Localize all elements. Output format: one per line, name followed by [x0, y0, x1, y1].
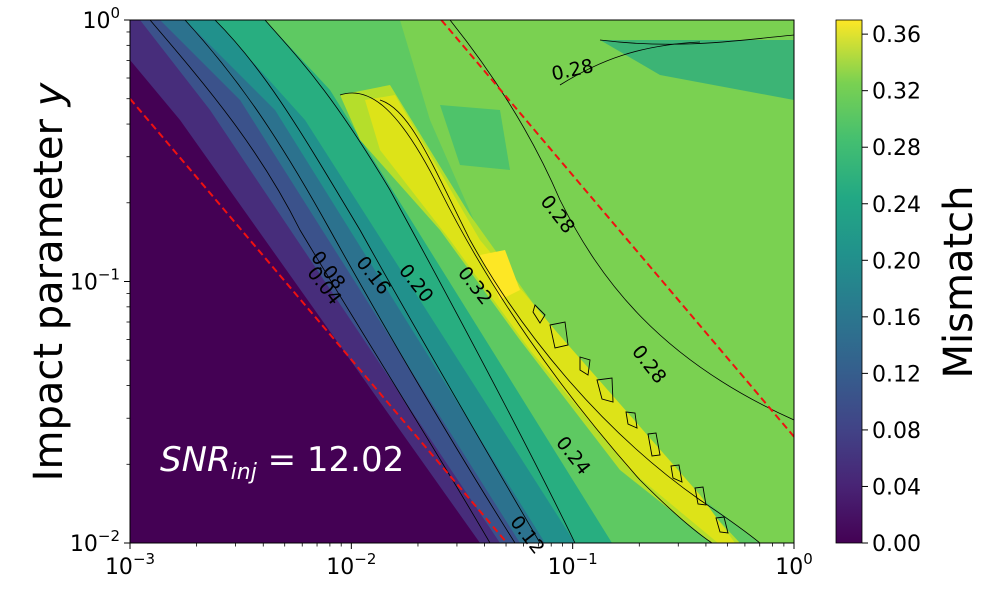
y-tick-label: 10−1 — [70, 266, 120, 296]
x-tick-label: 100 — [775, 550, 813, 580]
colorbar-tick-label: 0.32 — [872, 80, 921, 105]
colorbar-ticks: 0.00 0.04 0.08 0.12 0.16 0.20 0.24 0.28 0.32 0.36 — [862, 23, 921, 557]
colorbar-tick-label: 0.28 — [872, 136, 921, 161]
x-tick-label: 10−1 — [548, 550, 598, 580]
y-axis: 10−2 10−1 100 — [70, 4, 130, 557]
colorbar-tick-label: 0.20 — [872, 249, 921, 274]
colorbar-tick-label: 0.08 — [872, 419, 921, 444]
y-tick-label: 10−2 — [70, 527, 120, 557]
colorbar-tick-label: 0.00 — [872, 532, 921, 557]
x-axis: 10−3 10−2 10−1 100 — [105, 543, 813, 580]
contour-islands — [532, 304, 729, 534]
colorbar-tick-label: 0.36 — [872, 23, 921, 48]
x-tick-label: 10−2 — [326, 550, 376, 580]
colorbar-tick-label: 0.16 — [872, 306, 921, 331]
reference-line — [440, 20, 794, 438]
y-axis-label: Impact parameter y — [26, 81, 72, 481]
colorbar-tick-label: 0.04 — [872, 475, 921, 500]
x-tick-label: 10−3 — [105, 550, 155, 580]
reference-line — [130, 98, 508, 543]
snr-annotation: SNRinj = 12.02 — [160, 440, 404, 485]
colorbar-tick-label: 0.12 — [872, 362, 921, 387]
y-tick-label: 100 — [82, 4, 120, 34]
colorbar — [835, 19, 863, 544]
colorbar-label: Mismatch — [936, 186, 982, 379]
colorbar-tick-label: 0.24 — [872, 193, 921, 218]
contour-lines — [149, 20, 794, 543]
reference-line-group — [130, 20, 794, 543]
